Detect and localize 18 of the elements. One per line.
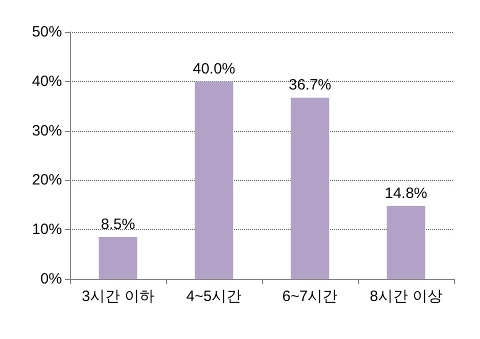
bar bbox=[98, 237, 138, 279]
data-label: 40.0% bbox=[192, 60, 236, 78]
y-tick-label: 20% bbox=[32, 172, 62, 189]
x-tick-label: 6~7시간 bbox=[282, 288, 338, 305]
x-tick-label: 4~5시간 bbox=[186, 288, 242, 305]
y-tick-label: 30% bbox=[32, 122, 62, 140]
y-tick-label: 50% bbox=[32, 24, 62, 40]
bar bbox=[386, 206, 426, 279]
y-tick-label: 40% bbox=[32, 72, 62, 90]
data-label: 8.5% bbox=[100, 216, 136, 234]
y-tick-label: 10% bbox=[32, 221, 62, 238]
bar bbox=[290, 98, 330, 279]
data-label: 36.7% bbox=[288, 76, 332, 94]
data-label: 14.8% bbox=[384, 184, 428, 202]
x-tick-label: 8시간 이상 bbox=[370, 288, 442, 305]
bar bbox=[194, 81, 234, 279]
x-tick-label: 3시간 이하 bbox=[82, 288, 154, 305]
y-tick-label: 0% bbox=[40, 270, 62, 288]
